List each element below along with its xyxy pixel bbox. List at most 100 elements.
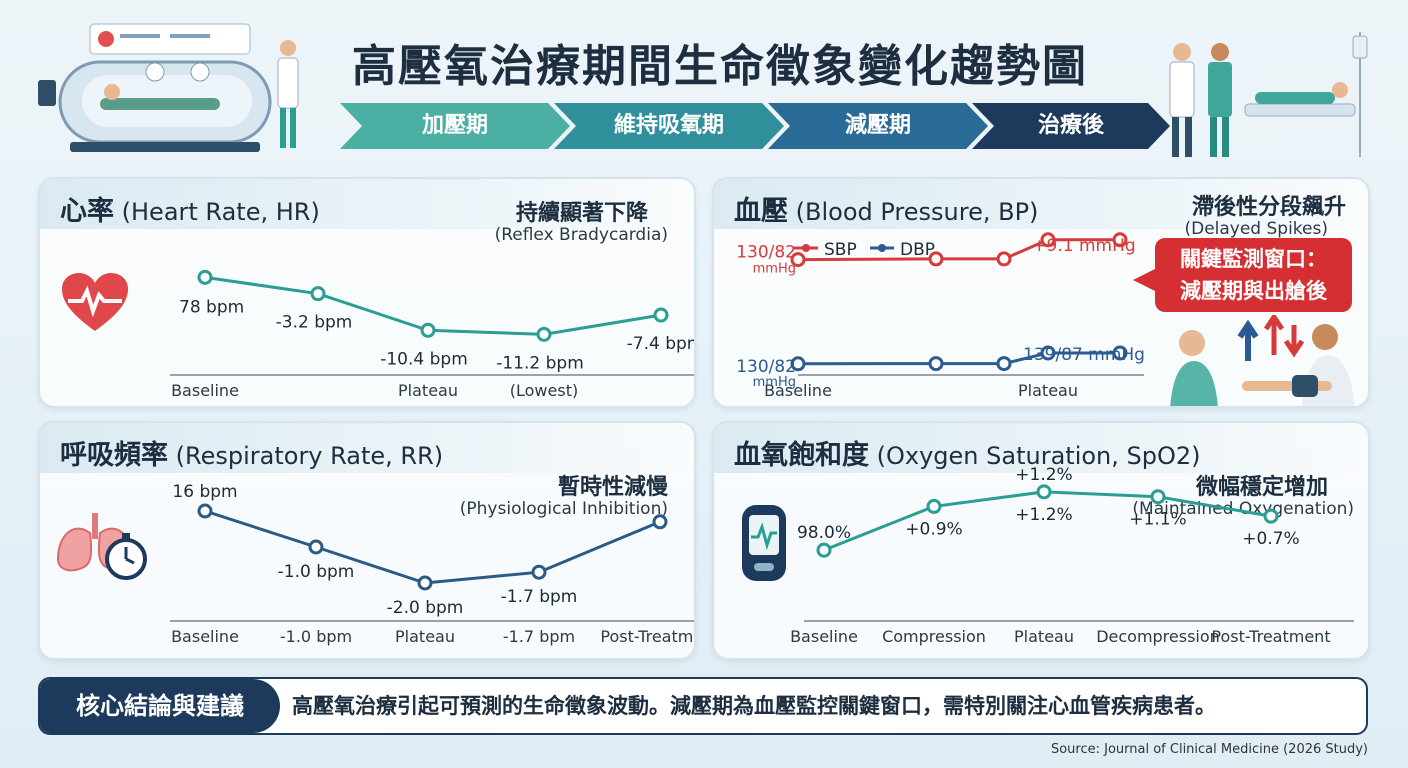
legend-sbp-marker	[802, 244, 810, 252]
bp-dbp-baseline-value: 130/82	[736, 357, 796, 377]
rr-data-point	[197, 503, 213, 519]
rr-chart: Baseline -1.0 bpm Plateau -1.7 bpm Post-Trea…	[170, 482, 696, 646]
callout-pointer	[1133, 268, 1157, 292]
lungs-stopwatch-icon	[56, 513, 147, 580]
hr-data-point	[420, 322, 436, 338]
spo2-data-label-above: +1.2%	[1015, 465, 1072, 485]
spo2-x-tick-label: Baseline	[790, 627, 858, 646]
bp-rise-label: +9.1 mmHg	[1032, 236, 1135, 256]
bp-data-point	[996, 251, 1012, 267]
phase-post-treatment: 治療後	[972, 103, 1170, 149]
hr-data-point	[653, 307, 669, 323]
spo2-x-tick-label: Post-Treatment	[1211, 627, 1330, 646]
rr-data-point	[308, 539, 324, 555]
rr-x-tick-label: Plateau	[395, 627, 455, 646]
hr-x-tick-label: Plateau	[398, 381, 458, 400]
bp-x-tick-label: Plateau	[1018, 381, 1078, 400]
spo2-chart: Baseline Compression Plateau DecompressionP…	[790, 465, 1354, 646]
hr-chart: Baseline Plateau (Lowest) 78 bpm -3.2 bpm -10…	[170, 269, 696, 400]
bp-x-tick-label: Baseline	[764, 381, 832, 400]
source-citation: Source: Journal of Clinical Medicine (20…	[1050, 742, 1368, 757]
phase-decompression: 減壓期	[768, 103, 988, 149]
phase-bar: 加壓期 維持吸氧期 減壓期 治療後	[340, 103, 1170, 149]
rr-note-zh: 暫時性減慢	[557, 475, 668, 500]
pulse-oximeter-icon	[742, 505, 786, 581]
rr-data-point	[652, 514, 668, 530]
page-title: 高壓氧治療期間生命徵象變化趨勢圖	[352, 41, 1088, 92]
rr-data-label: -1.0 bpm	[278, 562, 355, 582]
rr-note-en: (Physiological Inhibition)	[459, 499, 668, 519]
spo2-note-en: (Maintained Oxygenation)	[1132, 499, 1354, 519]
hr-data-point	[310, 286, 326, 302]
spo2-panel: 血氧飽和度 (Oxygen Saturation, SpO2) 微幅穩定增加 (…	[712, 421, 1370, 660]
bp-data-point	[1040, 232, 1056, 248]
bp-measurement-illustration	[1170, 315, 1355, 406]
bp-data-point	[996, 356, 1012, 372]
hr-data-label: -11.2 bpm	[496, 353, 584, 373]
hr-data-label: -7.4 bpm	[627, 334, 696, 354]
hyperbaric-chamber-illustration	[38, 23, 299, 152]
conclusion-label: 核心結論與建議	[40, 679, 280, 733]
rr-x-tick-label: -1.7 bpm	[503, 627, 575, 646]
rr-data-label: -1.7 bpm	[501, 587, 578, 607]
medical-staff-illustration	[1169, 32, 1368, 157]
bp-data-point	[790, 252, 806, 268]
bp-data-point	[790, 356, 806, 372]
rr-data-label: -2.0 bpm	[387, 598, 464, 618]
conclusion-box: 核心結論與建議 高壓氧治療引起可預測的生命徵象波動。減壓期為血壓監控關鍵窗口，需…	[38, 677, 1368, 735]
hr-data-label: 78 bpm	[179, 297, 244, 317]
bp-dbp-baseline-unit: mmHg	[753, 375, 796, 390]
spo2-x-tick-label: Plateau	[1014, 627, 1074, 646]
spo2-data-point	[926, 498, 942, 514]
bp-callout: 關鍵監測窗口： 減壓期與出艙後	[1155, 238, 1352, 312]
rr-data-point	[417, 575, 433, 591]
bp-note-en: (Delayed Spikes)	[1184, 219, 1328, 239]
rr-panel: 呼吸頻率 (Respiratory Rate, RR) 暫時性減慢 (Physi…	[38, 421, 696, 660]
spo2-x-tick-label: Compression	[882, 627, 986, 646]
spo2-data-point	[1036, 484, 1052, 500]
phase-compression: 加壓期	[340, 103, 570, 149]
spo2-title: 血氧飽和度 (Oxygen Saturation, SpO2)	[734, 440, 1201, 471]
phase-plateau: 維持吸氧期	[554, 103, 784, 149]
callout-line1: 關鍵監測窗口：	[1180, 247, 1327, 271]
legend-dbp-label: DBP	[900, 240, 935, 260]
rr-title: 呼吸頻率 (Respiratory Rate, RR)	[60, 440, 444, 471]
spo2-note-zh: 微幅穩定增加	[1195, 475, 1328, 500]
hr-note-en: (Reflex Bradycardia)	[494, 225, 668, 245]
hr-note-zh: 持續顯著下降	[515, 201, 648, 226]
spo2-data-point	[1263, 508, 1279, 524]
spo2-data-label-below: +1.1%	[1129, 510, 1186, 530]
spo2-data-label-below: +1.2%	[1015, 505, 1072, 525]
bp-data-point	[1112, 232, 1128, 248]
bp-data-point	[928, 251, 944, 267]
hr-title: 心率 (Heart Rate, HR)	[60, 196, 320, 227]
bp-data-point	[928, 356, 944, 372]
bp-data-point	[1112, 345, 1128, 361]
hr-data-point	[197, 269, 213, 285]
hr-data-point	[536, 326, 552, 342]
bp-sbp-baseline-unit: mmHg	[753, 262, 796, 277]
bp-end-label: 139/87 mmHg	[1023, 345, 1145, 365]
bp-sbp-baseline-value: 130/82	[736, 243, 796, 263]
rr-data-label: 16 bpm	[172, 482, 237, 502]
callout-line2: 減壓期與出艙後	[1180, 279, 1327, 303]
hr-data-label: -3.2 bpm	[276, 313, 353, 333]
spo2-data-label-above: 98.0%	[797, 523, 851, 543]
bp-data-point	[1040, 345, 1056, 361]
legend-sbp-label: SBP	[824, 240, 857, 260]
hr-x-tick-label: (Lowest)	[510, 381, 578, 400]
rr-x-tick-label: -1.0 bpm	[280, 627, 352, 646]
legend-dbp-marker	[878, 244, 886, 252]
rr-x-tick-label: Baseline	[171, 627, 239, 646]
spo2-data-point	[816, 542, 832, 558]
bp-note-zh: 滯後性分段飆升	[1191, 195, 1346, 220]
spo2-data-label-below: +0.9%	[905, 519, 962, 539]
conclusion-text: 高壓氧治療引起可預測的生命徵象波動。減壓期為血壓監控關鍵窗口，需特別關注心血管疾…	[292, 694, 1216, 718]
rr-x-tick-label: Post-Treatment	[600, 627, 696, 646]
spo2-x-tick-label: Decompression	[1096, 627, 1220, 646]
rr-series-line-0	[204, 509, 661, 585]
hr-panel: 心率 (Heart Rate, HR) 持續顯著下降 (Reflex Brady…	[38, 177, 696, 408]
rr-data-point	[531, 564, 547, 580]
bp-title: 血壓 (Blood Pressure, BP)	[734, 196, 1039, 227]
